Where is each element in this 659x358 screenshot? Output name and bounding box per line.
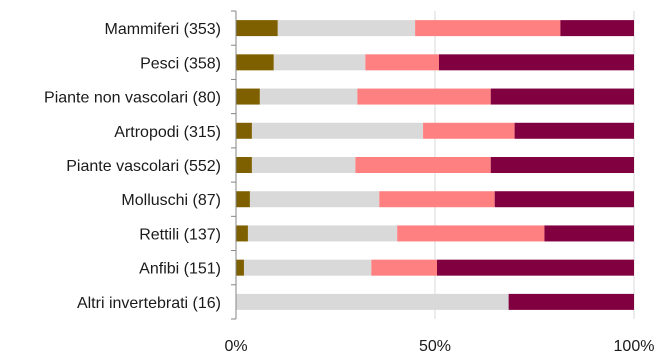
bar-segment-0-2 bbox=[415, 20, 561, 37]
bar-segment-7-3 bbox=[436, 259, 634, 276]
bar-segment-5-1 bbox=[249, 191, 380, 208]
bar-segment-1-3 bbox=[438, 54, 634, 71]
bar-segment-5-0 bbox=[236, 191, 250, 208]
bar-segment-4-2 bbox=[355, 157, 491, 173]
bar-segment-4-3 bbox=[490, 157, 634, 173]
bar-segment-6-3 bbox=[544, 225, 634, 242]
bar-segment-3-0 bbox=[236, 122, 252, 139]
x-tick-label-2: 100% bbox=[614, 338, 655, 355]
bar-segment-6-2 bbox=[397, 225, 545, 242]
bar-segment-6-1 bbox=[247, 225, 398, 242]
bars bbox=[236, 20, 634, 310]
bar-segment-8-1 bbox=[236, 293, 509, 310]
bar-segment-4-0 bbox=[236, 157, 252, 173]
bar-segment-6-0 bbox=[236, 225, 248, 242]
bar-segment-8-3 bbox=[508, 293, 634, 310]
bar-segment-2-1 bbox=[259, 88, 358, 105]
category-label-7: Anfibi (151) bbox=[139, 261, 221, 278]
category-label-3: Artropodi (315) bbox=[114, 124, 221, 141]
bar-segment-2-3 bbox=[490, 88, 634, 105]
category-label-5: Molluschi (87) bbox=[121, 192, 221, 209]
bar-segment-0-1 bbox=[277, 20, 416, 37]
bar-segment-1-1 bbox=[273, 54, 366, 71]
bar-segment-5-2 bbox=[379, 191, 495, 208]
x-tick-label-0: 0% bbox=[224, 338, 247, 355]
bar-segment-3-3 bbox=[514, 122, 634, 139]
category-label-0: Mammiferi (353) bbox=[105, 21, 221, 38]
bar-segment-4-1 bbox=[251, 157, 356, 173]
bar-segment-1-2 bbox=[365, 54, 439, 71]
bar-segment-7-1 bbox=[243, 259, 372, 276]
x-tick-labels: 0% 50% 100% bbox=[224, 338, 654, 355]
bar-segment-7-0 bbox=[236, 259, 244, 276]
bar-segment-3-2 bbox=[423, 122, 515, 139]
bar-segment-3-1 bbox=[251, 122, 424, 139]
bar-segment-2-2 bbox=[357, 88, 491, 105]
bar-segment-1-0 bbox=[236, 54, 274, 71]
category-label-1: Pesci (358) bbox=[140, 55, 221, 72]
category-label-2: Piante non vascolari (80) bbox=[44, 90, 221, 107]
bar-segment-7-2 bbox=[371, 259, 437, 276]
category-label-8: Altri invertebrati (16) bbox=[77, 295, 221, 312]
bar-segment-0-0 bbox=[236, 20, 278, 37]
category-label-4: Piante vascolari (552) bbox=[66, 158, 221, 175]
bar-segment-2-0 bbox=[236, 88, 260, 105]
bar-segment-0-3 bbox=[560, 20, 634, 37]
bar-segment-5-3 bbox=[494, 191, 634, 208]
x-tick-label-1: 50% bbox=[419, 338, 451, 355]
category-label-6: Rettili (137) bbox=[139, 226, 221, 243]
category-labels: Mammiferi (353) Pesci (358) Piante non vas… bbox=[44, 21, 221, 312]
